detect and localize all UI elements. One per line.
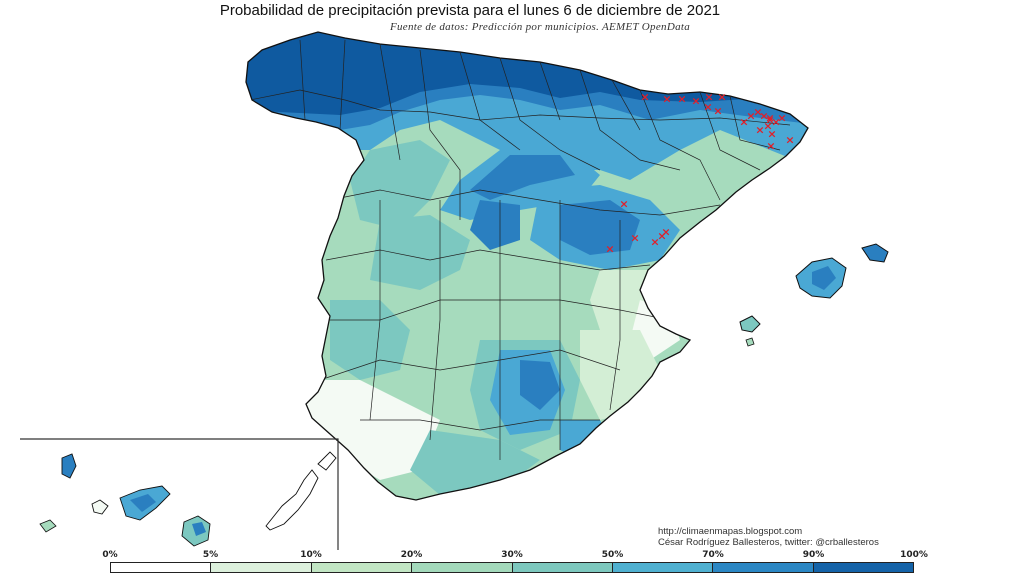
legend-swatch-0 xyxy=(111,563,212,572)
alert-marker: × xyxy=(657,230,666,243)
legend-label: 0% xyxy=(102,550,118,560)
alert-marker: × xyxy=(677,93,686,106)
alert-marker: × xyxy=(771,116,780,129)
alert-marker: × xyxy=(717,91,726,104)
mainland-shading xyxy=(246,32,808,500)
alert-marker: × xyxy=(739,116,748,129)
alert-marker: × xyxy=(746,110,755,123)
balearic-islands xyxy=(739,243,889,347)
map-subtitle: Fuente de datos: Predicción por municipi… xyxy=(389,21,691,33)
alert-marker: × xyxy=(661,226,670,239)
legend-swatch-5 xyxy=(612,563,714,572)
canary-inset xyxy=(20,438,339,550)
alert-marker: × xyxy=(619,198,628,211)
alert-marker: × xyxy=(691,95,700,108)
blog-link[interactable]: http://climaenmapas.blogspot.com xyxy=(658,526,803,537)
legend-label: 70% xyxy=(702,550,724,560)
alert-marker: × xyxy=(766,140,775,153)
author-credit: César Rodríguez Ballesteros, twitter: @c… xyxy=(658,537,879,548)
legend-swatch-6 xyxy=(713,563,814,572)
alert-marker: × xyxy=(662,93,671,106)
alert-marker: × xyxy=(753,106,762,119)
alert-marker: × xyxy=(763,120,772,133)
alert-marker: × xyxy=(640,91,649,104)
legend-swatch-4 xyxy=(512,563,613,572)
legend-label: 100% xyxy=(900,550,928,560)
province-borders xyxy=(249,39,791,460)
alert-marker: × xyxy=(605,243,614,256)
alert-marker: × xyxy=(704,91,713,104)
legend-label: 50% xyxy=(601,550,624,560)
alert-marker: × xyxy=(755,124,764,137)
legend-label: 5% xyxy=(202,550,219,560)
legend-swatch-1 xyxy=(211,563,312,572)
legend-label: 20% xyxy=(400,550,423,560)
legend-label: 90% xyxy=(802,550,825,560)
legend-swatch-7 xyxy=(813,563,913,572)
legend-bar xyxy=(110,562,914,573)
credits: http://climaenmapas.blogspot.com César R… xyxy=(658,526,879,548)
legend-label: 30% xyxy=(501,550,523,560)
legend-swatch-3 xyxy=(412,563,513,572)
legend-label: 10% xyxy=(300,550,322,560)
alert-marker: × xyxy=(713,105,722,118)
alert-marker: × xyxy=(650,236,659,249)
alert-marker: × xyxy=(765,114,774,127)
alert-markers: × × × × × ×××××××××××× × ×××××× ××× xyxy=(605,91,794,256)
alert-marker: × xyxy=(759,110,768,123)
alert-marker: × xyxy=(703,101,712,114)
legend-swatch-2 xyxy=(311,563,413,572)
alert-marker: × xyxy=(630,232,639,245)
alert-marker: × xyxy=(777,112,786,125)
alert-marker: × xyxy=(767,128,776,141)
map-title: Probabilidad de precipitación prevista p… xyxy=(219,2,721,19)
canary-inset-frame xyxy=(20,438,339,550)
alert-marker: × xyxy=(765,112,774,125)
alert-marker: × xyxy=(785,134,794,147)
